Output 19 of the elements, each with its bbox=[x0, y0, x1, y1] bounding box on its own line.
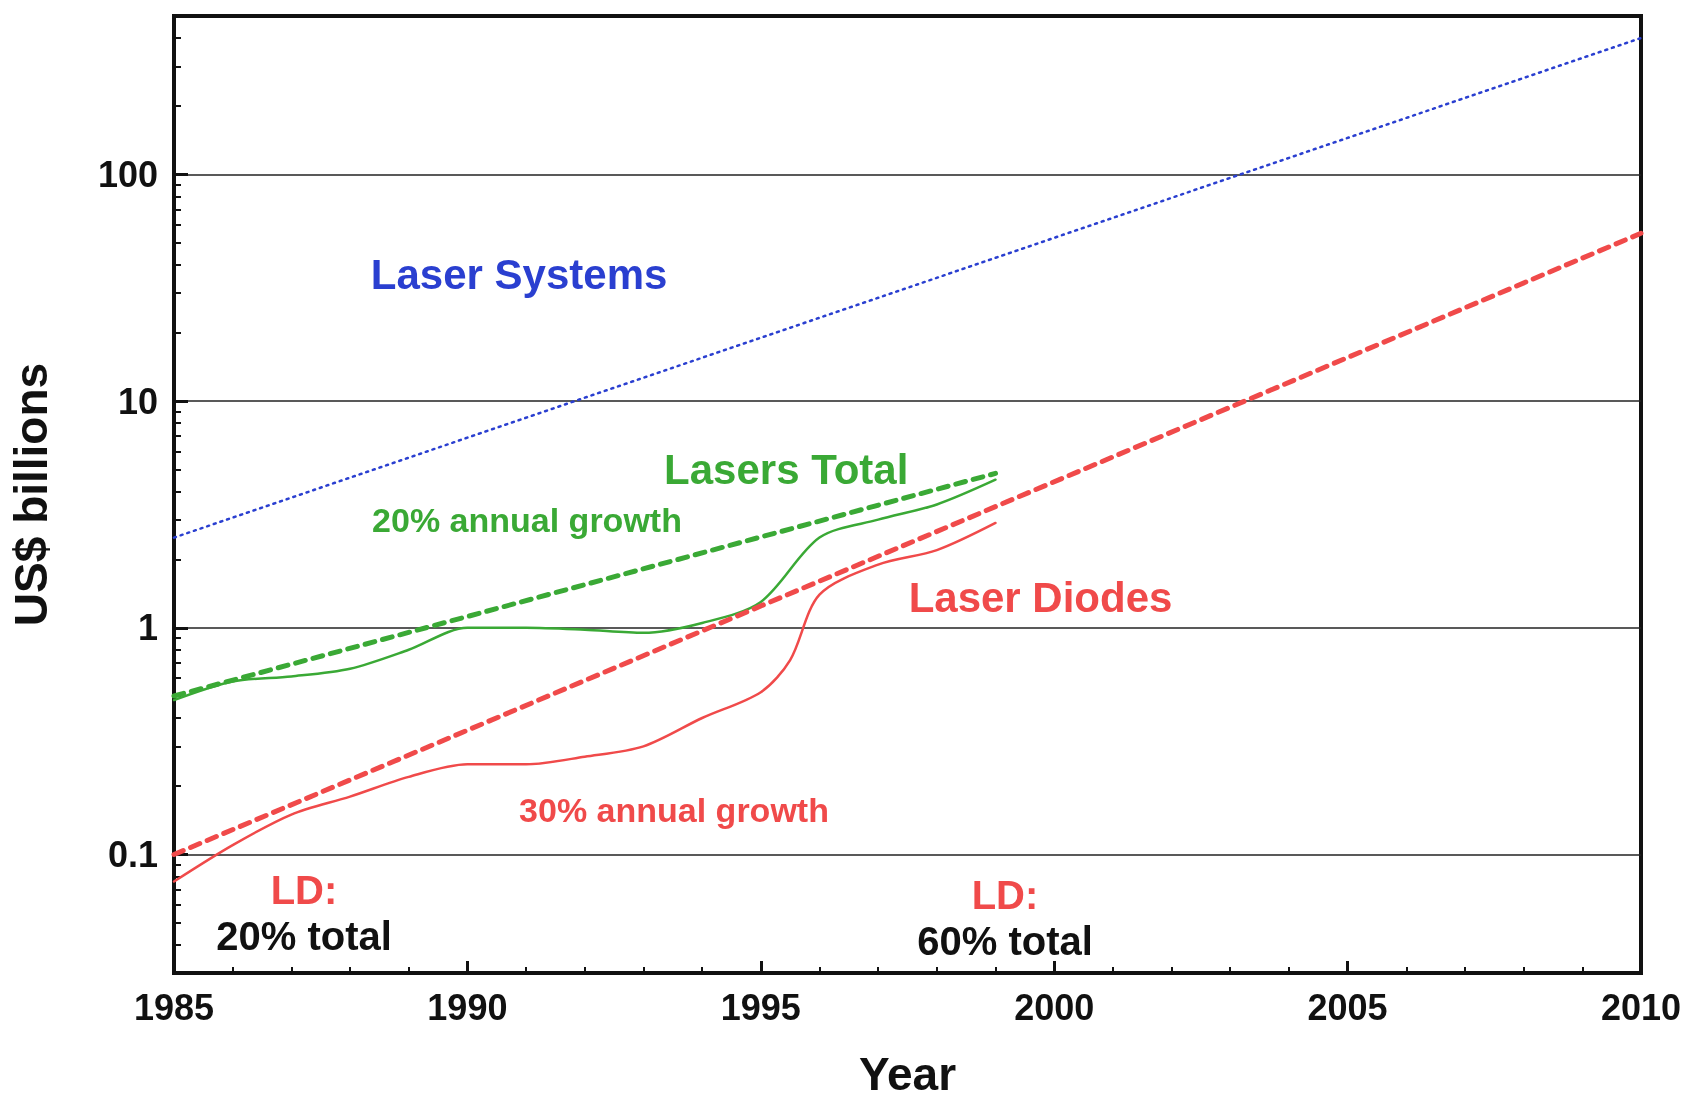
series-label: Lasers Total bbox=[664, 445, 909, 493]
x-tick-label: 2000 bbox=[1014, 986, 1095, 1028]
x-tick-label: 2005 bbox=[1307, 986, 1388, 1028]
y-tick-label: 10 bbox=[117, 380, 158, 422]
y-tick-label: 1 bbox=[137, 607, 158, 649]
x-tick-label: 1985 bbox=[133, 986, 215, 1028]
x-axis-title: Year bbox=[858, 1048, 957, 1100]
annotation: 20% annual growth bbox=[372, 501, 682, 539]
annotation: LD: 20% total bbox=[216, 868, 392, 958]
x-tick-label: 1995 bbox=[720, 986, 801, 1028]
series-label: Laser Systems bbox=[370, 251, 668, 299]
annotation: 30% annual growth bbox=[519, 791, 829, 829]
x-tick-label: 2010 bbox=[1600, 986, 1682, 1028]
series-label: Laser Diodes bbox=[908, 573, 1173, 621]
x-tick-label: 1990 bbox=[427, 986, 508, 1028]
y-tick-label: 100 bbox=[97, 153, 158, 195]
annotation: LD: 60% total bbox=[917, 873, 1093, 963]
y-axis-title: US$ billions bbox=[5, 362, 57, 627]
y-tick-label: 0.1 bbox=[107, 833, 158, 875]
